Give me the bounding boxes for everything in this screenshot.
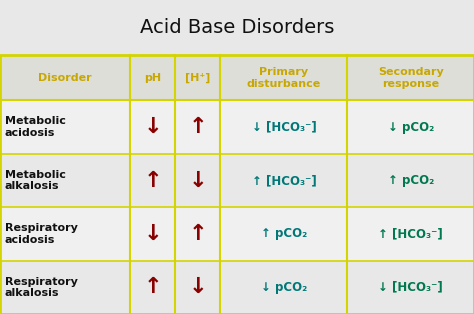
- Text: Primary
disturbance: Primary disturbance: [247, 67, 321, 89]
- Text: ↓ pCO₂: ↓ pCO₂: [261, 281, 307, 294]
- Bar: [0, 55, 474, 314]
- Text: ↓: ↓: [189, 277, 207, 297]
- Bar: [0, 207, 474, 261]
- Bar: [0, 154, 474, 207]
- Text: ↓ [HCO₃⁻]: ↓ [HCO₃⁻]: [378, 281, 443, 294]
- Text: ↓: ↓: [144, 117, 162, 137]
- Text: Respiratory
alkalosis: Respiratory alkalosis: [5, 277, 78, 298]
- Text: ↑: ↑: [144, 277, 162, 297]
- Text: ↑ [HCO₃⁻]: ↑ [HCO₃⁻]: [252, 174, 316, 187]
- Text: Secondary
response: Secondary response: [378, 67, 444, 89]
- Text: ↑: ↑: [189, 117, 207, 137]
- Text: Disorder: Disorder: [38, 73, 92, 83]
- Text: ↑ pCO₂: ↑ pCO₂: [388, 174, 434, 187]
- Text: Acid Base Disorders: Acid Base Disorders: [140, 18, 334, 37]
- Bar: [0, 55, 474, 100]
- Bar: [0, 100, 474, 154]
- Text: ↑ pCO₂: ↑ pCO₂: [261, 227, 307, 241]
- Text: Respiratory
acidosis: Respiratory acidosis: [5, 223, 78, 245]
- Bar: [0, 261, 474, 314]
- Bar: [0, 0, 474, 55]
- Text: ↓: ↓: [189, 171, 207, 191]
- Text: ↓ [HCO₃⁻]: ↓ [HCO₃⁻]: [252, 121, 316, 134]
- Text: Metabolic
acidosis: Metabolic acidosis: [5, 116, 65, 138]
- Text: pH: pH: [144, 73, 162, 83]
- Text: ↓: ↓: [144, 224, 162, 244]
- Text: ↓ pCO₂: ↓ pCO₂: [388, 121, 434, 134]
- Text: ↑: ↑: [144, 171, 162, 191]
- Text: ↑ [HCO₃⁻]: ↑ [HCO₃⁻]: [378, 227, 443, 241]
- Text: [H⁺]: [H⁺]: [185, 73, 210, 83]
- Text: Metabolic
alkalosis: Metabolic alkalosis: [5, 170, 65, 191]
- Text: ↑: ↑: [189, 224, 207, 244]
